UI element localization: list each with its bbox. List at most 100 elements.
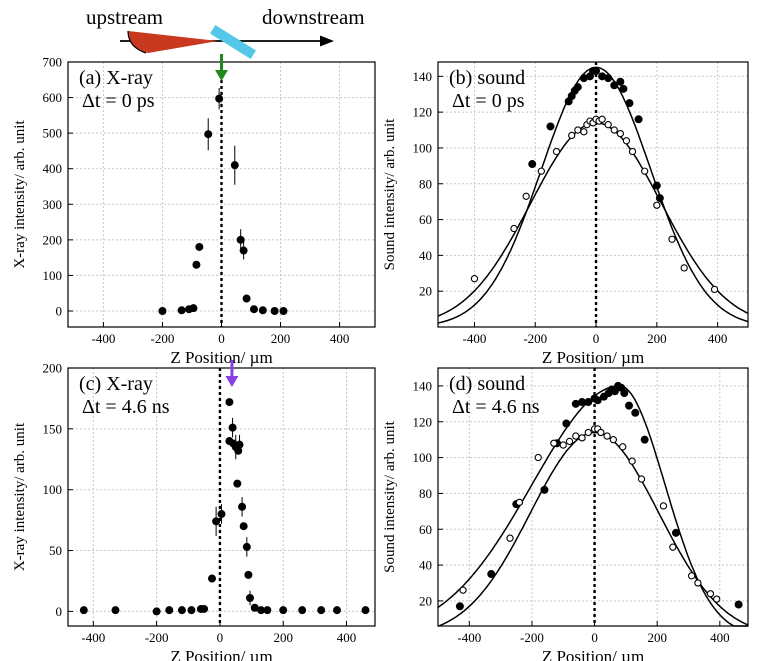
panel-c-data-point-filled: [235, 440, 244, 449]
panel-d-data-point-open: [659, 502, 668, 510]
panel-b-x-tick-label: 400: [708, 331, 728, 346]
panel-b-data-point-open: [568, 131, 576, 140]
panel-d-data-point-filled: [625, 401, 634, 410]
panel-a-y-tick-label: 400: [43, 161, 63, 176]
panel-c-data-point-filled: [217, 510, 226, 519]
panel-c-data-point-filled: [208, 574, 217, 583]
panel-b-data-point-open: [610, 126, 618, 134]
panel-b-data-point-filled: [625, 99, 634, 108]
panel-d-data-point-open: [572, 432, 580, 440]
panel-b-data-point-open: [574, 126, 582, 134]
panel-a-peak-pointer-icon: [215, 54, 228, 81]
panel-b-y-tick-label: 120: [413, 105, 433, 120]
panel-c-y-tick-label: 100: [43, 482, 63, 497]
panel-b-data-point-open: [470, 275, 479, 283]
panel-b-data-point-filled: [528, 160, 537, 169]
panel-b-data-points: [470, 66, 719, 294]
panel-c-x-tick-label: 200: [273, 630, 293, 645]
panel-c-data-point-filled: [228, 423, 237, 432]
panel-d-data-point-open: [609, 436, 618, 444]
panel-c-x-ticks: -400 -200 0 200 400: [81, 621, 356, 645]
panel-c-y-tick-label: 150: [43, 421, 63, 436]
panel-c-data-point-filled: [242, 542, 251, 551]
panel-d-x-tick-label: -200: [520, 630, 544, 645]
panel-a-y-tick-label: 300: [43, 197, 63, 212]
panel-b-data-point-open: [641, 167, 649, 175]
panel-a-data-point-filled: [258, 306, 267, 315]
panel-c-data-point-filled: [212, 517, 221, 526]
panel-b-data-point-open: [653, 201, 661, 209]
panel-a-data-point-filled: [279, 306, 288, 315]
panel-b-y-tick-label: 20: [419, 284, 432, 299]
beam-cone-edge: [127, 30, 147, 54]
panel-b-y-ticks: 20 40 60 80 100 120 140: [413, 69, 443, 299]
panel-a-data-point-filled: [270, 306, 279, 315]
panel-c-y-tick-label: 0: [56, 604, 63, 619]
panel-b-data-point-filled: [652, 181, 661, 190]
panel-b-data-point-open: [680, 264, 688, 272]
panel-b-data-point-open: [628, 147, 637, 156]
panel-a-y-tick-label: 500: [43, 126, 63, 141]
panel-a-data-point-filled: [204, 130, 213, 139]
beam-cone-shape: [128, 31, 218, 53]
panel-d-data-point-open: [603, 432, 611, 440]
panel-d-data-point-open: [637, 475, 646, 483]
panel-b-y-tick-label: 140: [413, 69, 433, 84]
panel-b-x-tick-label: -200: [523, 331, 547, 346]
panel-d-data-point-filled: [487, 570, 496, 579]
panel-c-x-tick-label: -200: [145, 630, 169, 645]
panel-c-data-point-filled: [111, 606, 120, 615]
panel-d-y-tick-label: 100: [413, 450, 433, 465]
panel-d-y-tick-label: 20: [419, 593, 432, 608]
panel-d-x-tick-label: -400: [457, 630, 481, 645]
panel-b-x-tick-label: 0: [593, 331, 600, 346]
panel-d-y-tick-label: 60: [419, 522, 432, 537]
panel-d-delay-label: Δt = 4.6 ns: [452, 396, 540, 418]
upstream-label: upstream: [86, 5, 163, 29]
panel-a-data-points: [158, 94, 288, 315]
panel-b-y-axis-label: Sound intensity/ arb. unit: [382, 118, 398, 270]
panel-d-y-ticks: 20 40 60 80 100 120 140: [413, 378, 443, 608]
panel-d-plot-frame: [437, 367, 749, 627]
panel-d-data-point-open: [694, 579, 702, 587]
panel-d-x-axis-label: Z Position/ µm: [542, 647, 644, 661]
panel-d-data-point-open: [559, 441, 567, 449]
panel-a-x-axis-label: Z Position/ µm: [170, 348, 272, 367]
panel-d-data-point-open: [669, 543, 677, 551]
panel-d-x-tick-label: 0: [591, 630, 598, 645]
panel-b-y-tick-label: 60: [419, 212, 432, 227]
panel-b-plot-frame: [437, 61, 749, 328]
panel-c-data-point-filled: [79, 606, 88, 615]
panel-c-data-point-filled: [152, 607, 161, 616]
beam-diagram: upstream downstream: [86, 5, 365, 59]
panel-a-data-point-filled: [236, 235, 245, 244]
panel-b-data-point-open: [616, 129, 625, 138]
panel-d-y-tick-label: 80: [419, 486, 432, 501]
panel-c-data-point-filled: [238, 502, 247, 511]
panel-a-x-tick-label: -400: [92, 331, 116, 346]
panel-d-data-point-filled: [671, 528, 680, 537]
panel-d-y-tick-label: 120: [413, 414, 433, 429]
panel-d-data-point-filled: [562, 419, 571, 428]
panel-d-data-point-open: [578, 434, 586, 442]
panel-b-x-tick-label: -400: [463, 331, 487, 346]
panel-b-title: (b) sound: [449, 67, 525, 89]
panel-c-data-point-filled: [233, 479, 242, 488]
panel-b-delay-label: Δt = 0 ps: [452, 90, 525, 112]
panel-b-data-point-open: [522, 192, 530, 200]
panel-d-y-axis-label: Sound intensity/ arb. unit: [382, 420, 398, 572]
panel-c-data-point-filled: [239, 522, 248, 531]
panel-b-data-point-open: [510, 224, 518, 233]
panel-b-data-point-filled: [616, 77, 625, 86]
panel-c-data-point-filled: [245, 594, 254, 603]
panel-b-data-point-filled: [573, 83, 582, 92]
panel-a-pointer-head: [215, 70, 228, 81]
panel-c-data-point-filled: [244, 570, 253, 579]
panel-c-data-point-filled: [298, 606, 307, 615]
panel-b-y-tick-label: 80: [419, 176, 432, 191]
panel-b-y-tick-label: 40: [419, 248, 432, 263]
panel-a-data-point-filled: [242, 294, 251, 303]
panel-c-x-axis-label: Z Position/ µm: [170, 647, 272, 661]
panel-d-data-point-open: [534, 453, 542, 462]
